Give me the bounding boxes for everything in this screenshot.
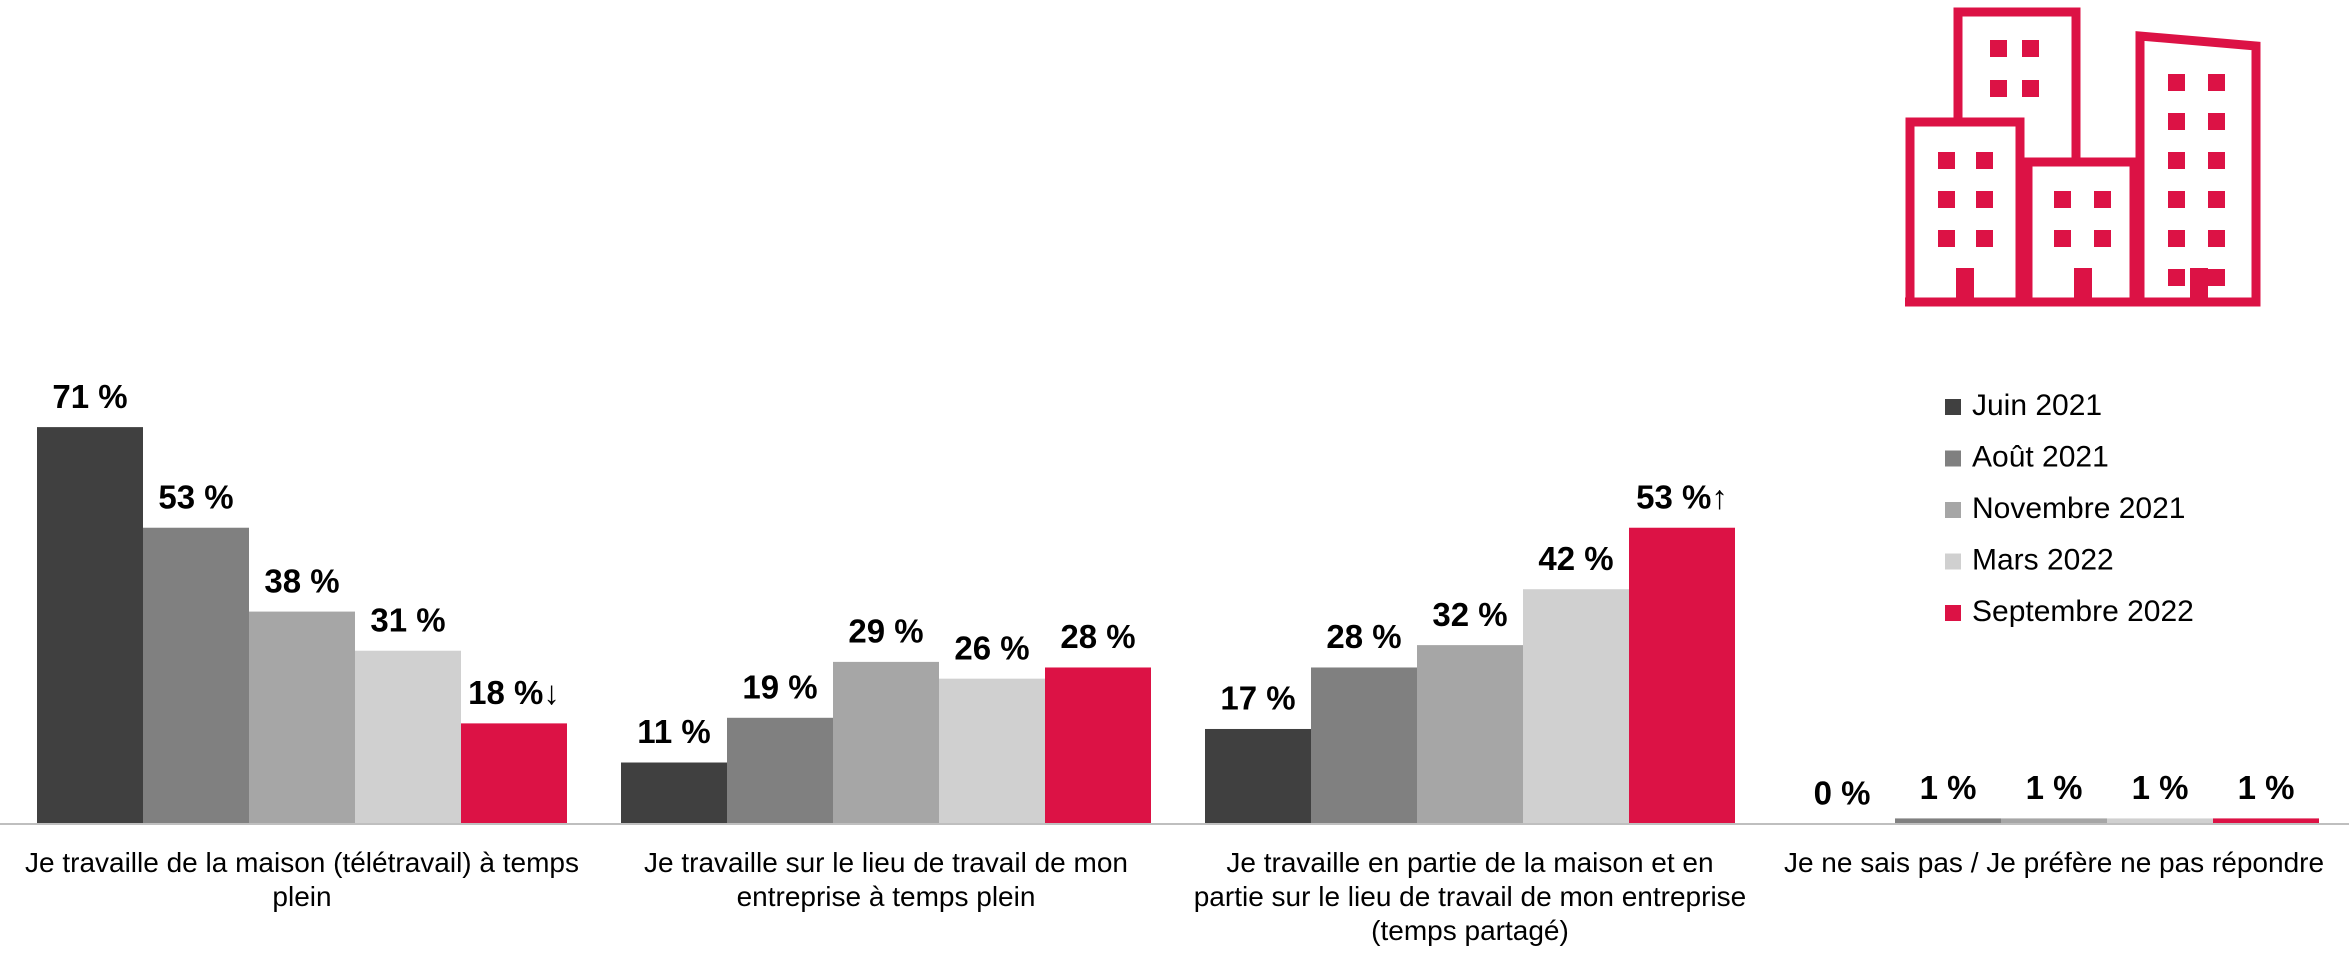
value-label: 42 % (1538, 540, 1613, 577)
window (1976, 230, 1993, 247)
legend-swatch (1945, 605, 1961, 621)
legend-label: Novembre 2021 (1972, 492, 2185, 525)
window (2054, 230, 2071, 247)
value-label: 0 % (1814, 775, 1871, 812)
legend-label: Août 2021 (1972, 440, 2109, 473)
bar (1045, 667, 1151, 824)
bar (1311, 667, 1417, 824)
window (2168, 74, 2185, 91)
x-tick-label: Je travaille en partie de la maison et e… (1193, 847, 1747, 946)
value-label: 32 % (1432, 596, 1507, 633)
legend-label: Septembre 2022 (1972, 595, 2194, 628)
bar (621, 762, 727, 824)
value-label: 18 %↓ (468, 674, 560, 711)
value-label: 71 % (52, 378, 127, 415)
window (2168, 230, 2185, 247)
legend-swatch (1945, 502, 1961, 518)
bar (2107, 818, 2213, 824)
bar (2213, 818, 2319, 824)
value-label: 19 % (742, 669, 817, 706)
legend-swatch (1945, 553, 1961, 570)
value-label: 1 % (2026, 769, 2083, 806)
window (2168, 113, 2185, 130)
window (2022, 40, 2039, 57)
value-label: 38 % (264, 562, 339, 599)
bar (1523, 589, 1629, 824)
legend-swatch (1945, 399, 1961, 415)
value-label: 28 % (1326, 618, 1401, 655)
window (2094, 230, 2111, 247)
bar (37, 427, 143, 824)
bar (461, 723, 567, 824)
window (1990, 80, 2007, 97)
door (2074, 268, 2092, 302)
building-icon (1905, 7, 2261, 307)
window (2054, 191, 2071, 208)
window (2022, 80, 2039, 97)
x-tick-label: Je travaille de la maison (télétravail) … (24, 847, 579, 912)
building-windows (1938, 40, 2225, 302)
value-label: 1 % (2238, 769, 2295, 806)
window (2208, 269, 2225, 286)
window (2094, 191, 2111, 208)
value-label: 28 % (1060, 618, 1135, 655)
bar (1417, 645, 1523, 824)
bar (249, 611, 355, 824)
window (1938, 230, 1955, 247)
bar (1629, 527, 1735, 824)
window (2208, 113, 2225, 130)
window (2208, 152, 2225, 169)
value-label: 53 % (158, 478, 233, 515)
window (2208, 191, 2225, 208)
bar (143, 527, 249, 824)
bar (1895, 818, 2001, 824)
door (2190, 268, 2208, 302)
window (1938, 191, 1955, 208)
window (2168, 269, 2185, 286)
value-label: 26 % (954, 629, 1029, 666)
x-tick-label: Je travaille sur le lieu de travail de m… (643, 847, 1128, 912)
window (1976, 191, 1993, 208)
value-label: 17 % (1220, 680, 1295, 717)
window (1976, 152, 1993, 169)
value-label: 1 % (1920, 769, 1977, 806)
bar (355, 650, 461, 824)
bar (939, 678, 1045, 824)
window (1938, 152, 1955, 169)
legend-swatch (1945, 450, 1961, 467)
window (1990, 40, 2007, 57)
bar (833, 661, 939, 824)
value-label: 29 % (848, 613, 923, 650)
legend-label: Juin 2021 (1972, 389, 2102, 422)
window (2208, 74, 2225, 91)
bar (1205, 728, 1311, 824)
bar (727, 717, 833, 824)
door (1956, 268, 1974, 302)
legend-label: Mars 2022 (1972, 543, 2114, 576)
window (2168, 152, 2185, 169)
window (2168, 191, 2185, 208)
x-tick-label: Je ne sais pas / Je préfère ne pas répon… (1783, 847, 2325, 878)
value-label: 11 % (637, 713, 710, 750)
value-label: 53 %↑ (1636, 478, 1728, 515)
value-label: 31 % (370, 601, 445, 638)
value-label: 1 % (2132, 769, 2189, 806)
bar (2001, 818, 2107, 824)
window (2208, 230, 2225, 247)
